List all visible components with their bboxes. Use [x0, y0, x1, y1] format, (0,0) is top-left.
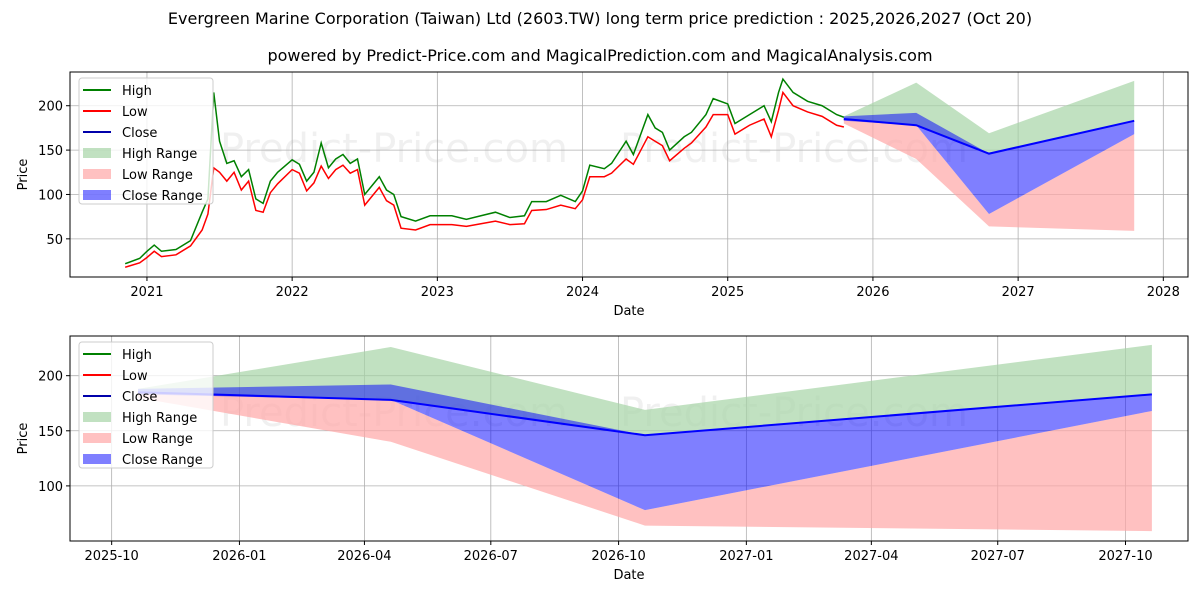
legend-label: High Range — [122, 147, 197, 162]
y-tick-label: 100 — [38, 480, 63, 495]
legend-swatch-3 — [83, 148, 111, 158]
legend-label: High — [122, 348, 152, 363]
legend-label: Close — [122, 126, 157, 141]
legend-label: Close Range — [122, 453, 203, 468]
high-range-band — [138, 344, 1152, 436]
x-tick-label: 2025-10 — [85, 549, 139, 564]
x-tick-label: 2026-07 — [464, 549, 518, 564]
plot-area — [124, 77, 1135, 268]
x-axis-label: Date — [613, 568, 644, 583]
x-tick-label: 2027-04 — [844, 549, 898, 564]
x-tick-label: 2025 — [711, 285, 744, 300]
high-range-band — [843, 80, 1135, 154]
legend-label: High — [122, 84, 152, 99]
x-tick-label: 2024 — [566, 285, 599, 300]
watermark: Predict-Price.com — [220, 126, 568, 172]
legend-label: Low Range — [122, 168, 193, 183]
panel-2: Predict-Price.comPredict-Price.com2025-1… — [16, 335, 1189, 583]
x-tick-label: 2026-10 — [591, 549, 645, 564]
legend-box — [78, 341, 214, 469]
close-line — [843, 118, 1135, 155]
y-axis-label: Price — [16, 423, 31, 455]
low-range-band — [138, 392, 1152, 532]
legend-swatch-5 — [83, 454, 111, 464]
x-tick-label: 2023 — [421, 285, 454, 300]
x-tick-label: 2021 — [130, 285, 163, 300]
x-tick-label: 2026 — [856, 285, 889, 300]
legend-swatch-4 — [83, 169, 111, 179]
y-tick-label: 150 — [38, 144, 63, 159]
y-tick-label: 50 — [46, 233, 63, 248]
legend: High Low Close High Range Low Range Close Ran… — [78, 77, 214, 205]
x-tick-label: 2027 — [1002, 285, 1035, 300]
legend-label: Close — [122, 390, 157, 405]
legend-label: Close Range — [122, 189, 203, 204]
axes-frame — [69, 71, 1189, 278]
legend-label: High Range — [122, 411, 197, 426]
y-tick-label: 200 — [38, 100, 63, 115]
legend-swatch-5 — [83, 190, 111, 200]
legend-label: Low — [122, 369, 148, 384]
legend-label: Low — [122, 105, 148, 120]
x-tick-label: 2022 — [276, 285, 309, 300]
chart-subtitle: powered by Predict-Price.com and Magical… — [267, 46, 933, 65]
x-tick-label: 2026-04 — [337, 549, 391, 564]
y-tick-label: 150 — [38, 425, 63, 440]
legend-swatch-3 — [83, 412, 111, 422]
low-range-band — [843, 119, 1135, 231]
legend-box — [78, 77, 214, 205]
close-range-band — [138, 384, 1152, 511]
close-line — [138, 391, 1152, 437]
y-axis-label: Price — [16, 159, 31, 191]
x-axis-label: Date — [613, 304, 644, 319]
plot-area — [138, 344, 1152, 532]
legend-label: Low Range — [122, 432, 193, 447]
y-tick-label: 200 — [38, 370, 63, 385]
axes-frame — [69, 335, 1189, 542]
chart-title: Evergreen Marine Corporation (Taiwan) Lt… — [167, 9, 1033, 28]
x-tick-label: 2027-10 — [1098, 549, 1152, 564]
high-line — [124, 77, 845, 265]
y-tick-label: 100 — [38, 188, 63, 203]
low-line — [124, 90, 845, 268]
x-tick-label: 2026-01 — [212, 549, 266, 564]
x-tick-label: 2027-01 — [719, 549, 773, 564]
legend: High Low Close High Range Low Range Close Ran… — [78, 341, 214, 469]
legend-swatch-4 — [83, 433, 111, 443]
x-tick-label: 2028 — [1147, 285, 1180, 300]
x-tick-label: 2027-07 — [971, 549, 1025, 564]
